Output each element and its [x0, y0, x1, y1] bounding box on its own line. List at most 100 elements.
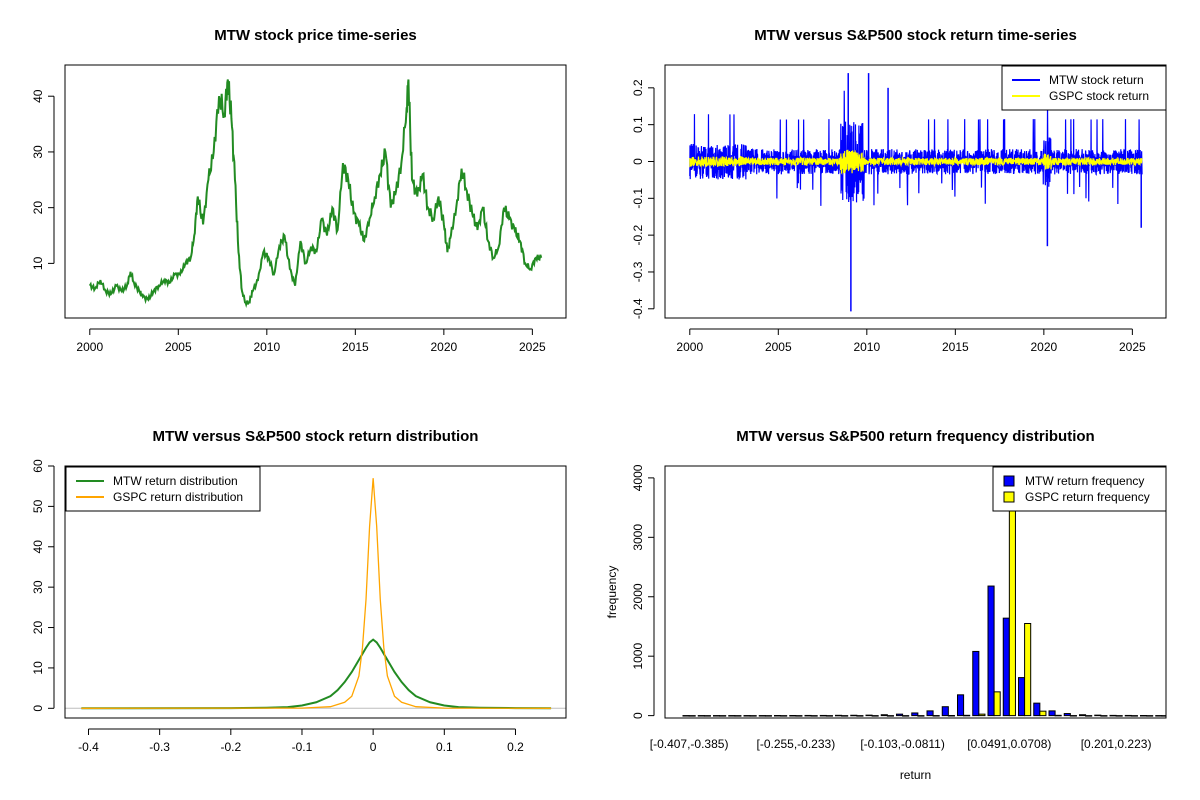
x-axis-label: return — [900, 768, 931, 782]
x-tick-label: 2000 — [76, 340, 103, 354]
mtw-frequency-bar — [987, 585, 995, 717]
chart-title: MTW stock price time-series — [214, 27, 417, 44]
gspc-frequency-bar — [978, 713, 986, 717]
price-line — [88, 79, 543, 308]
mtw-frequency-bar — [682, 715, 690, 717]
y-tick-label: 20 — [31, 201, 45, 215]
x-tick-label: -0.4 — [78, 740, 99, 754]
plot-frame — [64, 465, 567, 719]
gspc-frequency-bar — [993, 691, 1001, 717]
chart-title: MTW versus S&P500 stock return distribut… — [153, 428, 479, 445]
x-tick-label: 0.1 — [436, 740, 453, 754]
mtw-frequency-bar — [1171, 716, 1177, 717]
mtw-frequency-bar — [1079, 714, 1087, 717]
x-tick-label: 2010 — [853, 340, 880, 354]
x-tick-label: [-0.103,-0.0811) — [860, 737, 945, 751]
gspc-frequency-bar — [963, 714, 971, 717]
gspc-frequency-bar — [886, 715, 894, 717]
chart-title: MTW versus S&P500 stock return time-seri… — [754, 27, 1077, 44]
legend-box — [65, 466, 261, 512]
mtw-frequency-bar — [1048, 710, 1056, 717]
mtw-frequency-bar — [1002, 617, 1010, 717]
legend-box — [992, 466, 1167, 512]
y-tick-label: 0.2 — [631, 79, 645, 96]
x-tick-label: 2025 — [1119, 340, 1146, 354]
gspc-frequency-bar — [1085, 715, 1093, 717]
y-tick-label: -0.4 — [631, 298, 645, 319]
mtw-frequency-bar — [972, 650, 980, 717]
gspc-frequency-bar — [1024, 623, 1032, 717]
y-tick-label: 0 — [631, 158, 645, 165]
x-tick-label: -0.3 — [149, 740, 170, 754]
gspc-frequency-bar — [688, 715, 696, 717]
gspc-frequency-bar — [871, 715, 879, 717]
legend-swatch — [1003, 475, 1015, 487]
legend-label: MTW return distribution — [113, 474, 238, 488]
y-tick-label: 10 — [31, 256, 45, 270]
mtw-frequency-bar — [911, 712, 919, 717]
gspc-density-line — [81, 478, 552, 709]
x-tick-label: 2015 — [942, 340, 969, 354]
panel-4: MTW versus S&P500 return frequency distr… — [605, 428, 1183, 782]
gspc-frequency-bar — [856, 715, 864, 717]
y-tick-label: -0.1 — [631, 188, 645, 209]
x-tick-label: 0.2 — [507, 740, 524, 754]
x-tick-label: -0.1 — [292, 740, 313, 754]
gspc-frequency-bar — [825, 715, 833, 717]
gspc-frequency-bar — [1161, 715, 1166, 717]
mtw-frequency-bar — [774, 715, 782, 717]
y-tick-label: 10 — [31, 661, 45, 675]
legend-label: GSPC stock return — [1049, 89, 1149, 103]
legend-label: MTW stock return — [1049, 73, 1144, 87]
y-axis-label: frequency — [605, 566, 619, 619]
y-tick-label: 30 — [31, 145, 45, 159]
gspc-frequency-bar — [1069, 715, 1077, 717]
gspc-frequency-bar — [780, 715, 788, 717]
gspc-frequency-bar — [1130, 715, 1138, 717]
x-tick-label: 2020 — [1030, 340, 1057, 354]
panel-3: MTW versus S&P500 stock return distribut… — [31, 428, 567, 754]
mtw-frequency-bar — [758, 715, 766, 717]
mtw-frequency-bar — [896, 713, 904, 717]
gspc-frequency-bar — [795, 715, 803, 717]
plot-frame — [64, 64, 567, 319]
gspc-frequency-bar — [749, 715, 757, 717]
mtw-frequency-bar — [743, 715, 751, 717]
mtw-frequency-bar — [697, 715, 705, 717]
mtw-density-line — [81, 638, 552, 710]
x-tick-label: 2015 — [342, 340, 369, 354]
y-tick-label: 4000 — [631, 464, 645, 491]
gspc-frequency-bar — [734, 715, 742, 717]
gspc-frequency-bar — [1177, 716, 1183, 717]
mtw-frequency-bar — [1109, 714, 1117, 717]
mtw-frequency-bar — [804, 714, 812, 717]
panel-2: MTW versus S&P500 stock return time-seri… — [631, 27, 1167, 354]
gspc-frequency-bar — [703, 715, 711, 717]
gspc-frequency-bar — [902, 715, 910, 717]
mtw-frequency-bar — [835, 714, 843, 717]
mtw-frequency-bar — [941, 706, 949, 717]
x-tick-label: 2025 — [519, 340, 546, 354]
y-tick-label: 40 — [31, 540, 45, 554]
gspc-frequency-bar — [1008, 466, 1016, 717]
mtw-frequency-bar — [1033, 702, 1041, 717]
y-tick-label: 2000 — [631, 583, 645, 610]
x-tick-label: -0.2 — [220, 740, 241, 754]
y-tick-label: 30 — [31, 580, 45, 594]
y-tick-label: 40 — [31, 89, 45, 103]
plot-frame — [664, 64, 1167, 319]
x-tick-label: 0 — [370, 740, 377, 754]
mtw-frequency-bar — [926, 710, 934, 717]
x-tick-label: [0.0491,0.0708) — [967, 737, 1051, 751]
legend-label: GSPC return distribution — [113, 490, 243, 504]
chart-title: MTW versus S&P500 return frequency distr… — [736, 428, 1094, 445]
y-tick-label: -0.2 — [631, 224, 645, 245]
y-tick-label: -0.3 — [631, 261, 645, 282]
x-tick-label: 2000 — [676, 340, 703, 354]
y-tick-label: 0.1 — [631, 116, 645, 133]
mtw-frequency-bar — [713, 715, 721, 717]
mtw-frequency-bar — [1094, 714, 1102, 717]
y-tick-label: 3000 — [631, 524, 645, 551]
